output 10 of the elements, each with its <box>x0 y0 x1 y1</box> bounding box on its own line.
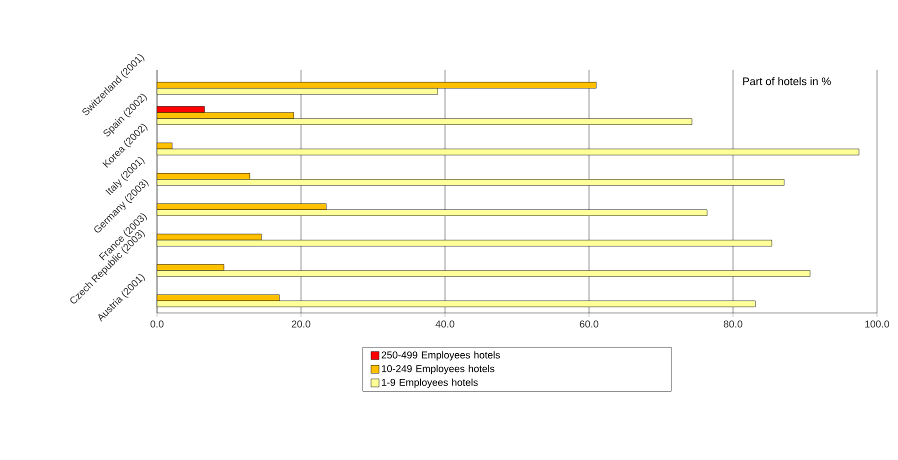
legend-label: 1-9 Employees hotels <box>382 378 478 388</box>
x-axis-title: Part of hotels in % <box>743 77 831 86</box>
x-tick-label: 80.0 <box>724 320 742 328</box>
x-tick-label: 100.0 <box>865 320 890 328</box>
legend-label: 10-249 Employees hotels <box>382 364 494 374</box>
legend-label: 250-499 Employees hotels <box>382 351 500 360</box>
x-tick-label: 60.0 <box>580 320 598 328</box>
x-tick-label: 0.0 <box>150 320 164 328</box>
x-tick-label: 40.0 <box>436 320 454 328</box>
x-tick-label: 20.0 <box>292 320 310 328</box>
